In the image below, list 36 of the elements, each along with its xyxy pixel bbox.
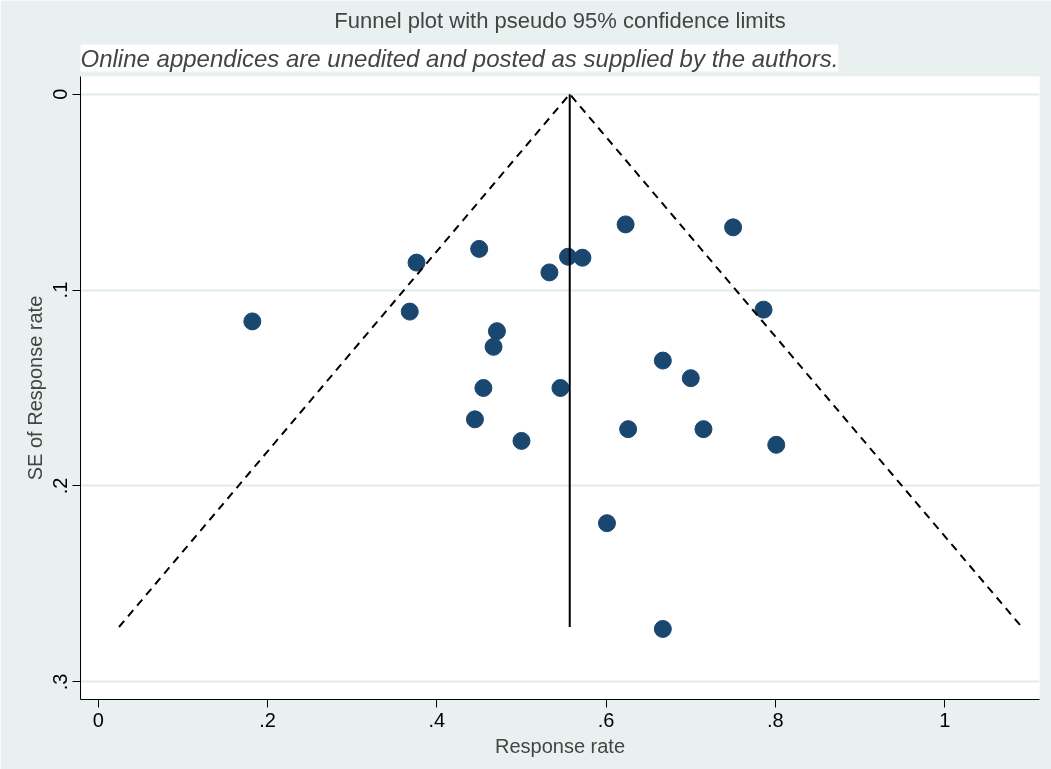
text: Online appendices are unedited and posted as supplied by the authors.: [80, 44, 839, 72]
point: [465, 410, 484, 429]
point: [616, 215, 635, 234]
point: [597, 514, 616, 533]
point: [754, 300, 773, 319]
point: [551, 379, 570, 397]
point: [573, 248, 592, 267]
y-tick-label: .2: [49, 477, 72, 495]
x-tick-label: .6: [597, 708, 615, 731]
x-tick-label: .8: [767, 708, 784, 731]
chart-title: Funnel plot with pseudo 95% confidence limits: [334, 7, 786, 33]
y-axis-title: SE of Response rate: [23, 295, 46, 481]
point: [484, 337, 503, 356]
point: [407, 253, 426, 272]
point: [470, 239, 489, 258]
x-tick-label: .2: [259, 708, 276, 731]
point: [694, 420, 713, 439]
y-tick-label: .3: [49, 673, 72, 691]
point: [724, 218, 743, 237]
x-axis-title: Response rate: [494, 734, 626, 757]
x-tick-label: 0: [92, 708, 104, 731]
point: [512, 431, 531, 450]
point: [400, 302, 419, 321]
x-tick-label: 1: [939, 708, 951, 731]
point: [487, 322, 506, 341]
x-tick-label: .4: [428, 708, 446, 731]
y-tick-label: 0: [49, 88, 72, 100]
point: [767, 435, 786, 454]
point: [653, 619, 672, 638]
point: [681, 369, 700, 388]
point: [619, 420, 638, 439]
point: [474, 379, 493, 397]
point: [653, 351, 672, 370]
point: [540, 263, 559, 282]
y-tick-label: .1: [49, 281, 72, 299]
point: [243, 312, 262, 331]
